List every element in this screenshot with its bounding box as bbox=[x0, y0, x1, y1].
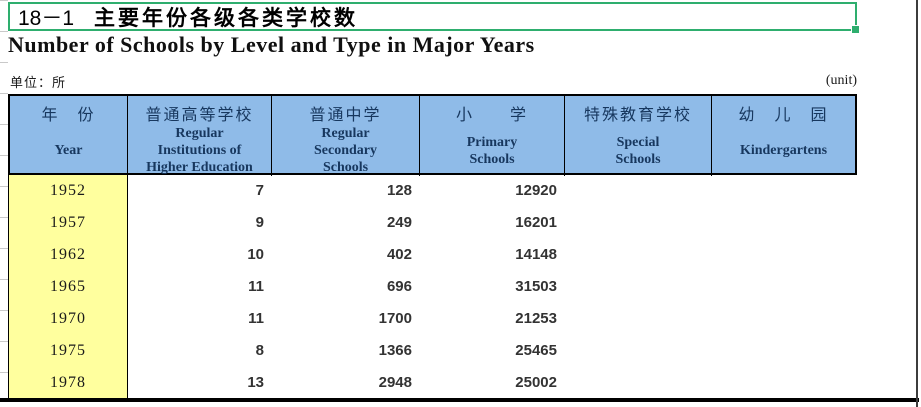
value-cell[interactable] bbox=[565, 239, 712, 271]
value-cell[interactable]: 9 bbox=[255, 214, 264, 231]
value-cell[interactable]: 16201 bbox=[515, 214, 557, 231]
unit-label-en: (unit) bbox=[825, 73, 857, 88]
table-row: 1978 13 2948 25002 bbox=[8, 367, 857, 399]
value-cell[interactable] bbox=[712, 367, 857, 399]
value-cell[interactable] bbox=[565, 303, 712, 335]
column-header-zh: 普通高等学校 bbox=[145, 107, 254, 124]
column-header-zh: 小 学 bbox=[455, 107, 528, 124]
table-title-en: Number of Schools by Level and Type in M… bbox=[8, 32, 535, 57]
value-cell[interactable] bbox=[565, 367, 712, 399]
selection-resize-handle[interactable] bbox=[851, 25, 860, 34]
column-header-en: Year bbox=[54, 143, 83, 158]
value-cell[interactable]: 8 bbox=[255, 342, 264, 359]
year-cell[interactable]: 1952 bbox=[8, 175, 128, 207]
table-row: 1965 11 696 31503 bbox=[8, 271, 857, 303]
column-header-zh: 年 份 bbox=[41, 107, 96, 124]
value-cell[interactable]: 13 bbox=[247, 374, 264, 391]
year-cell[interactable]: 1965 bbox=[8, 271, 128, 303]
value-cell[interactable]: 31503 bbox=[515, 278, 557, 295]
column-header-en: Regular Secondary Schools bbox=[314, 126, 377, 175]
value-cell[interactable]: 128 bbox=[386, 182, 412, 199]
window-bottom-border bbox=[0, 398, 919, 402]
value-cell[interactable]: 696 bbox=[386, 278, 412, 295]
column-header-en: Kindergartens bbox=[739, 143, 828, 158]
column-header-primary-schools[interactable]: 小 学 Primary Schools bbox=[420, 96, 565, 176]
unit-row: 单位：所 (unit) bbox=[10, 70, 857, 92]
value-cell[interactable]: 11 bbox=[248, 310, 264, 327]
value-cell[interactable]: 402 bbox=[386, 246, 412, 263]
value-cell[interactable] bbox=[712, 303, 857, 335]
unit-label-zh: 单位：所 bbox=[10, 74, 67, 90]
year-cell[interactable]: 1957 bbox=[8, 207, 128, 239]
column-header-secondary-schools[interactable]: 普通中学 Regular Secondary Schools bbox=[272, 96, 420, 176]
column-header-kindergartens[interactable]: 幼 儿 园 Kindergartens bbox=[712, 96, 855, 176]
column-header-special-schools[interactable]: 特殊教育学校 Special Schools bbox=[565, 96, 712, 176]
year-cell[interactable]: 1962 bbox=[8, 239, 128, 271]
table-body: 1952 7 128 12920 1957 9 249 16201 1962 1… bbox=[8, 175, 857, 399]
column-header-en: Regular Institutions of Higher Education bbox=[146, 126, 253, 175]
table-row: 1952 7 128 12920 bbox=[8, 175, 857, 207]
column-header-en: Special Schools bbox=[615, 134, 661, 167]
window-right-border bbox=[916, 0, 918, 407]
column-header-year[interactable]: 年 份 Year bbox=[10, 96, 128, 176]
column-header-zh: 特殊教育学校 bbox=[583, 107, 692, 124]
value-cell[interactable] bbox=[565, 175, 712, 207]
value-cell[interactable]: 14148 bbox=[515, 246, 557, 263]
value-cell[interactable]: 25465 bbox=[515, 342, 557, 359]
table-row: 1970 11 1700 21253 bbox=[8, 303, 857, 335]
value-cell[interactable] bbox=[712, 175, 857, 207]
column-header-zh: 幼 儿 园 bbox=[738, 107, 829, 124]
year-cell[interactable]: 1970 bbox=[8, 303, 128, 335]
value-cell[interactable] bbox=[712, 271, 857, 303]
value-cell[interactable]: 1700 bbox=[378, 310, 412, 327]
value-cell[interactable]: 1366 bbox=[378, 342, 412, 359]
value-cell[interactable] bbox=[712, 207, 857, 239]
value-cell[interactable] bbox=[565, 271, 712, 303]
value-cell[interactable]: 21253 bbox=[515, 310, 557, 327]
row-gutter bbox=[0, 0, 8, 398]
table-title-zh: 主要年份各级各类学校数 bbox=[94, 5, 359, 30]
value-cell[interactable]: 2948 bbox=[378, 374, 412, 391]
value-cell[interactable]: 25002 bbox=[515, 374, 557, 391]
value-cell[interactable]: 10 bbox=[247, 246, 264, 263]
value-cell[interactable]: 11 bbox=[248, 278, 264, 295]
value-cell[interactable] bbox=[712, 335, 857, 367]
table-row: 1975 8 1366 25465 bbox=[8, 335, 857, 367]
value-cell[interactable]: 249 bbox=[386, 214, 412, 231]
value-cell[interactable] bbox=[712, 239, 857, 271]
column-header-higher-education[interactable]: 普通高等学校 Regular Institutions of Higher Ed… bbox=[128, 96, 272, 176]
value-cell[interactable]: 7 bbox=[255, 182, 264, 199]
column-header-zh: 普通中学 bbox=[309, 107, 382, 124]
table-row: 1957 9 249 16201 bbox=[8, 207, 857, 239]
value-cell[interactable] bbox=[565, 335, 712, 367]
column-header-en: Primary Schools bbox=[466, 134, 518, 167]
value-cell[interactable] bbox=[565, 207, 712, 239]
year-cell[interactable]: 1975 bbox=[8, 335, 128, 367]
table-row: 1962 10 402 14148 bbox=[8, 239, 857, 271]
table-number: 18－1 bbox=[18, 6, 75, 30]
year-cell[interactable]: 1978 bbox=[8, 367, 128, 399]
value-cell[interactable]: 12920 bbox=[515, 182, 557, 199]
title-selection-box[interactable]: 18－1 主要年份各级各类学校数 bbox=[8, 2, 860, 34]
table-header: 年 份 Year 普通高等学校 Regular Institutions of … bbox=[8, 94, 857, 176]
